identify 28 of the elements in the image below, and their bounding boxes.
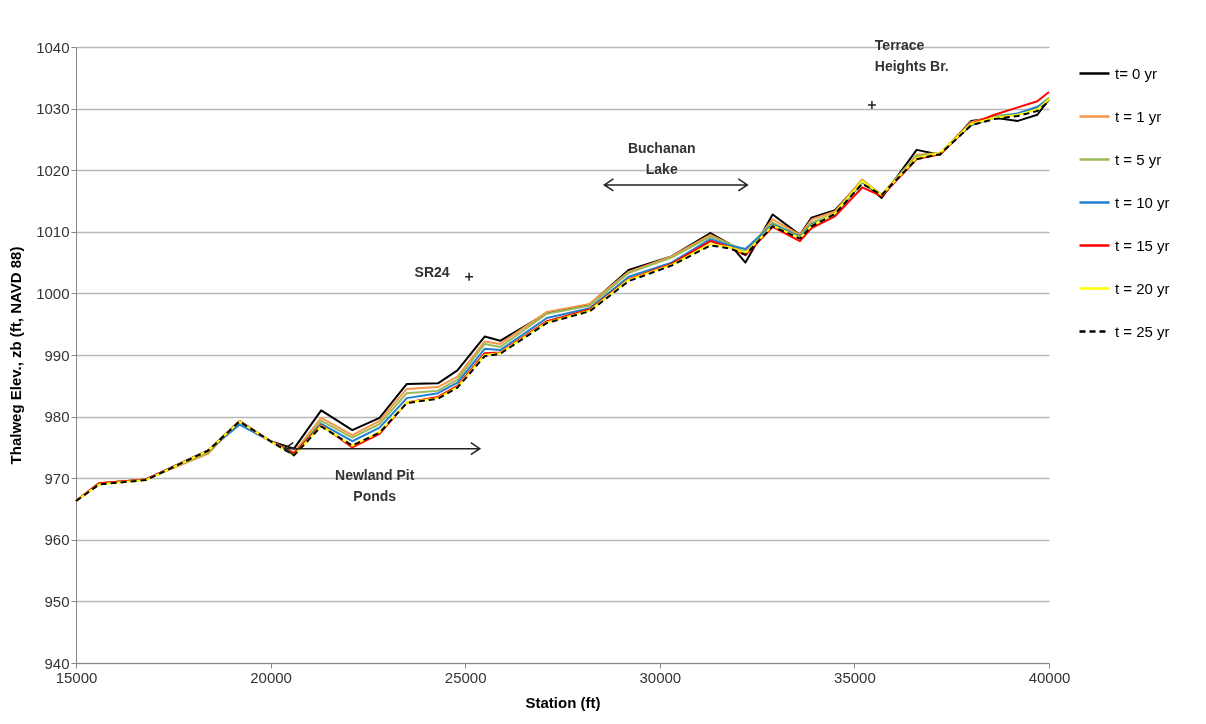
annotation: Terrace Heights Br.: [874, 36, 949, 74]
legend-label: t = 10 yr: [1115, 193, 1170, 211]
legend-label: t = 5 yr: [1115, 150, 1162, 168]
y-tick-label: 980: [44, 408, 70, 426]
x-axis-title: Station (ft): [525, 693, 601, 711]
y-tick-label: 960: [44, 531, 70, 549]
y-axis-title: Thalweg Elev., zb (ft, NAVD 88): [7, 246, 25, 465]
annotation: Newland Pit Ponds: [335, 467, 415, 505]
x-tick-label: 35000: [834, 668, 876, 686]
y-tick-label: 1010: [36, 223, 70, 241]
legend-label: t = 20 yr: [1115, 279, 1170, 297]
y-tick-label: 1000: [36, 284, 70, 302]
y-tick-label: 1030: [36, 100, 70, 118]
annotation: SR24: [414, 264, 450, 281]
x-tick-label: 20000: [250, 668, 292, 686]
legend-label: t= 0 yr: [1115, 64, 1158, 82]
y-tick-label: 990: [44, 346, 70, 364]
y-tick-label: 950: [44, 592, 70, 610]
y-tick-label: 1020: [36, 161, 70, 179]
legend-label: t = 15 yr: [1115, 236, 1170, 254]
annotation: Buchanan Lake: [627, 140, 696, 178]
x-tick-label: 25000: [444, 668, 487, 686]
legend-label: t = 25 yr: [1115, 322, 1170, 340]
y-tick-label: 1040: [36, 38, 70, 56]
y-tick-label: 970: [44, 469, 70, 487]
x-tick-label: 30000: [639, 668, 682, 686]
x-tick-label: 40000: [1028, 668, 1071, 686]
legend-label: t = 1 yr: [1115, 107, 1162, 125]
